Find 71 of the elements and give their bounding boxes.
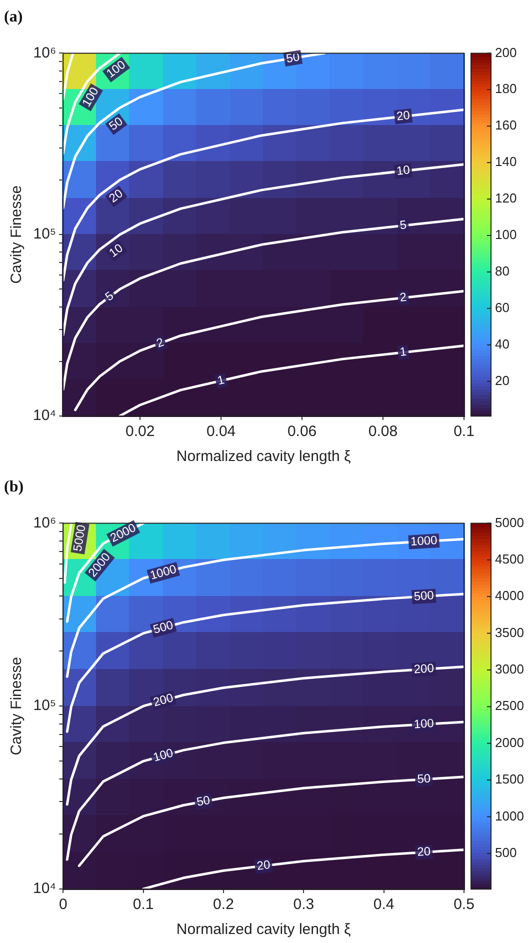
y-tick-label: 10⁴ [32,407,56,424]
color-bar-label: 2500 [495,698,524,714]
color-bar-label: 180 [495,81,517,96]
text: 20 [396,108,411,124]
text: 20 [256,857,272,873]
y-axis-title: Cavity Finesse [8,185,26,284]
color-bar-label: 3000 [495,662,524,677]
text: 50 [106,114,126,134]
color-bar-label: 4000 [495,588,524,604]
text: 20 [416,844,431,859]
text: 5000 [70,523,88,552]
x-tick-label: 0.1 [132,896,154,914]
series-label: 100 [413,716,435,732]
text: 2 [399,290,408,304]
y-tick-label: 10⁵ [33,226,56,243]
color-bar-label: 5000 [495,514,524,530]
text: 20 [106,186,126,206]
text: 200 [152,690,175,710]
color-bar-label: 200 [495,44,517,60]
color-bar-label: 80 [495,264,510,279]
color-bar-label: 140 [495,154,517,170]
x-tick-label: 0 [58,896,68,914]
x-axis-title: Normalized cavity length ξ [176,448,351,466]
text: 10 [396,162,411,178]
color-bar-label: 1500 [495,772,524,787]
color-bar-label: 40 [495,336,510,352]
color-bar-label: 120 [495,190,517,206]
text: 50 [285,50,301,66]
series-label: 500 [413,588,435,604]
color-bar-label: 4500 [495,551,524,566]
series-label: 50 [416,771,432,786]
color-bar-label: 3500 [495,624,524,640]
color-bar-label: 60 [495,300,510,316]
x-tick-label: 0.08 [368,423,398,440]
series-label: 200 [413,660,435,676]
text: 5 [102,288,116,304]
y-axis-title: Cavity Finesse [8,656,26,756]
text: 2 [154,334,166,350]
x-tick-label: 0.4 [373,896,394,914]
y-tick-label: 10⁴ [32,880,56,898]
x-tick-label: 0.04 [206,423,236,440]
text: 1 [399,344,408,360]
x-tick-label: 0.2 [213,896,234,914]
text: 5 [399,218,408,232]
series-label: 1000 [410,532,438,548]
text: 50 [195,792,212,809]
x-axis-title: Normalized cavity length ξ [176,921,351,938]
text: 2000 [108,520,138,546]
chart-title: (b) [4,478,24,496]
color-bar-label: 160 [495,118,517,133]
y-tick-label: 10⁶ [33,514,56,532]
x-tick-label: 0.06 [287,423,317,440]
color-bar-label: 2000 [495,734,524,750]
color-bar-label: 20 [495,372,510,388]
text: 1 [216,372,226,388]
chart-title: (a) [4,8,23,26]
text: 500 [152,618,175,637]
text: 100 [104,57,128,81]
text: 10 [106,240,126,260]
color-bar-label: 500 [495,844,517,860]
x-tick-label: 0.02 [125,423,155,440]
text: 100 [152,746,175,764]
text: 100 [79,84,102,110]
color-bar-label: 100 [495,227,517,242]
y-tick-label: 10⁶ [33,44,56,62]
x-tick-label: 0.5 [454,896,474,914]
x-tick-label: 0.3 [293,896,314,914]
x-tick-label: 0.1 [454,423,474,440]
text: 1000 [148,562,178,582]
y-tick-label: 10⁵ [33,697,56,714]
color-bar-label: 1000 [495,808,524,824]
